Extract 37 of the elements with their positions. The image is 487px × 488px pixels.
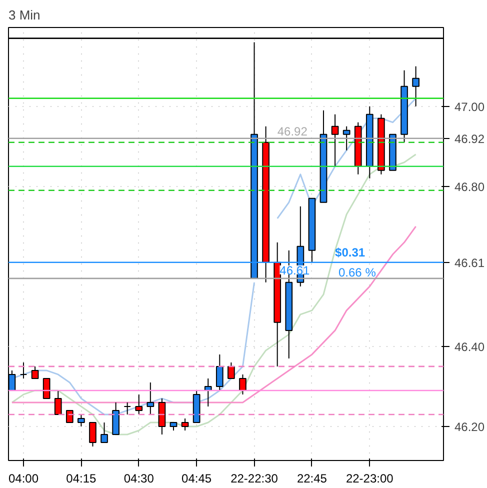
candlestick: [146, 382, 154, 415]
candlestick: [31, 366, 39, 379]
candlestick: [228, 362, 235, 379]
candlestick: [78, 414, 85, 427]
x-tick-label: 04:15: [66, 472, 97, 486]
candlestick: [42, 378, 50, 399]
line-series: [11, 154, 417, 436]
candlestick: [100, 422, 108, 443]
candlestick: [342, 126, 350, 151]
x-tick-label: 22-22:30: [230, 472, 278, 486]
y-tick-label: 47.00: [454, 100, 485, 114]
annotation: 46.61: [280, 263, 310, 278]
x-tick-label: 04:45: [182, 472, 212, 486]
candlestick: [135, 394, 143, 415]
annotation: $0.31: [335, 245, 366, 260]
candlestick: [239, 374, 246, 395]
candlestick: [216, 354, 224, 391]
x-tick-label: 22-23:00: [346, 472, 394, 486]
candlestick: [89, 422, 96, 447]
y-tick-label: 46.80: [454, 180, 485, 194]
chart-title: 3 Min: [8, 8, 40, 22]
ref-line-label: 46.61: [454, 256, 485, 270]
candlestick: [20, 362, 28, 379]
x-tick-label: 04:00: [8, 472, 39, 486]
candlestick: [124, 402, 132, 415]
x-tick-label: 04:30: [124, 472, 154, 486]
candlestick: [54, 390, 62, 415]
candlestick: [181, 418, 189, 431]
annotation: 46.92: [277, 124, 308, 138]
candlestick: [331, 114, 339, 167]
annotation: 0.66 %: [338, 265, 376, 280]
ref-line-label: 46.92: [454, 132, 485, 146]
y-tick-label: 46.40: [454, 340, 485, 354]
x-tick-label: 22:45: [296, 472, 328, 486]
y-tick-label: 46.20: [454, 420, 485, 434]
candlestick: [412, 66, 420, 107]
candlestick: [66, 410, 74, 423]
